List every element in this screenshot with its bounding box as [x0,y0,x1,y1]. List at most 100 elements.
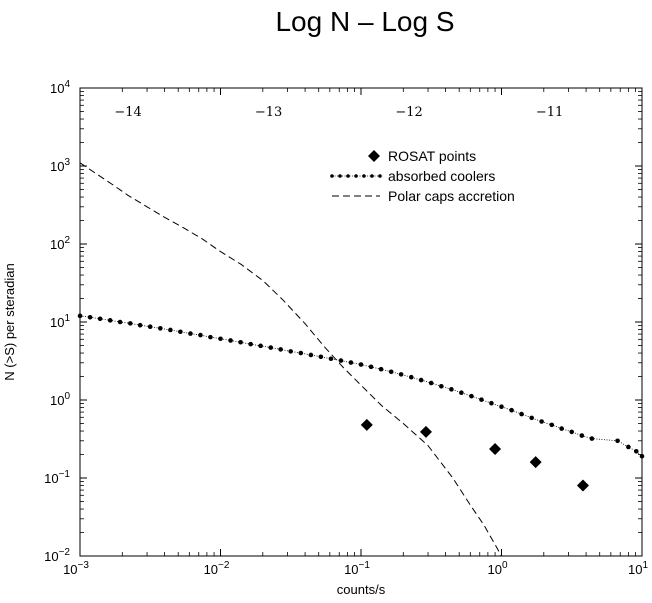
absorbed-coolers-point [208,334,213,340]
legend-swatch-diamond [368,150,380,162]
legend-swatch-dot [330,174,334,178]
x-tick-label: 10−3 [63,560,89,577]
absorbed-coolers-point [489,400,494,406]
absorbed-coolers-point [479,397,484,402]
absorbed-coolers-point [218,336,223,342]
absorbed-coolers-point [569,429,575,435]
absorbed-coolers-point [539,419,544,424]
x-axis-label: counts/s [337,582,386,597]
series-diamond-markers [360,418,589,492]
legend-swatch-dot [354,174,358,178]
top-axis-tick-label: −14 [114,105,141,120]
absorbed-coolers-line [79,315,643,457]
absorbed-coolers-point [107,318,113,323]
plot-border [79,87,643,557]
series-dashed-line [79,162,502,557]
absorbed-coolers-point [549,422,555,428]
absorbed-coolers-point [278,347,283,352]
absorbed-coolers-point [328,356,334,362]
absorbed-coolers-point [428,380,434,386]
legend-swatch-dot [370,174,374,178]
legend-swatch-dot [346,174,350,178]
series-dotted-line-with-dots [77,313,645,459]
absorbed-coolers-point [137,322,143,328]
absorbed-coolers-point [509,407,514,413]
absorbed-coolers-point [378,366,384,372]
absorbed-coolers-point [626,444,631,450]
y-tick-label: 100 [50,391,70,408]
absorbed-coolers-point [238,339,243,345]
absorbed-coolers-point [117,319,123,325]
rosat-point [360,418,373,431]
legend-swatch-dot [378,174,382,178]
data-series [77,162,645,557]
absorbed-coolers-point [127,321,133,326]
legend-swatch-dot [338,174,342,178]
absorbed-coolers-point [639,453,645,459]
absorbed-coolers-point [358,362,364,367]
absorbed-coolers-point [87,314,93,320]
absorbed-coolers-point [308,352,314,358]
rosat-point [489,443,502,456]
legend-label: Polar caps accretion [388,188,515,204]
absorbed-coolers-point [589,436,595,441]
legend: ROSAT points absorbed coolers Polar caps a… [330,148,515,204]
absorbed-coolers-point [258,343,263,349]
absorbed-coolers-point [579,433,585,438]
top-axis-tick-label: −11 [536,105,563,120]
axis-labels: counts/s N (>S) per steradian [2,263,386,597]
absorbed-coolers-point [368,364,374,370]
axis-ticks: 10−3 10−2 10−1 100 10110−210−110010110210310… [44,79,648,577]
absorbed-coolers-point [318,354,324,360]
absorbed-coolers-point [529,415,534,421]
legend-item: Polar caps accretion [332,188,515,204]
legend-label: absorbed coolers [388,168,495,184]
absorbed-coolers-point [178,329,183,335]
top-axis-tick-label: −12 [395,105,422,120]
y-axis-label: N (>S) per steradian [2,263,17,380]
plot-frame [79,87,643,557]
rosat-point [529,456,542,469]
legend-swatch-dot [362,174,366,178]
legend-item: ROSAT points [368,148,476,164]
absorbed-coolers-point [388,369,394,375]
absorbed-coolers-point [147,324,153,330]
rosat-point [576,479,589,492]
polar-caps-line [79,162,502,557]
chart-title: Log N – Log S [275,6,455,37]
absorbed-coolers-point [298,350,304,356]
y-tick-label: 104 [50,79,70,96]
absorbed-coolers-point [418,377,424,383]
absorbed-coolers-point [338,358,344,363]
y-tick-label: 103 [50,157,70,174]
absorbed-coolers-point [288,349,294,354]
legend-label: ROSAT points [388,148,476,164]
x-tick-label: 101 [628,560,648,577]
absorbed-coolers-point [559,426,564,431]
absorbed-coolers-point [77,313,83,319]
absorbed-coolers-point [439,383,444,389]
absorbed-coolers-point [633,448,639,454]
absorbed-coolers-point [459,390,464,396]
x-tick-label: 10−1 [344,560,370,577]
x-tick-label: 100 [487,560,507,577]
absorbed-coolers-point [519,411,524,417]
absorbed-coolers-point [188,331,193,336]
absorbed-coolers-point [449,387,454,392]
y-tick-label: 10−1 [44,469,70,486]
y-tick-label: 102 [50,235,70,252]
legend-item: absorbed coolers [330,168,495,184]
top-axis-tick-label: −13 [255,105,282,120]
absorbed-coolers-point [469,393,474,399]
absorbed-coolers-point [499,404,504,410]
y-tick-label: 10−2 [44,547,70,564]
rosat-point [419,425,432,438]
absorbed-coolers-point [348,360,354,365]
x-tick-label: 10−2 [204,560,230,577]
absorbed-coolers-point [248,341,253,347]
absorbed-coolers-point [168,327,173,333]
absorbed-coolers-point [615,438,620,444]
absorbed-coolers-point [158,326,163,331]
absorbed-coolers-point [97,316,103,322]
